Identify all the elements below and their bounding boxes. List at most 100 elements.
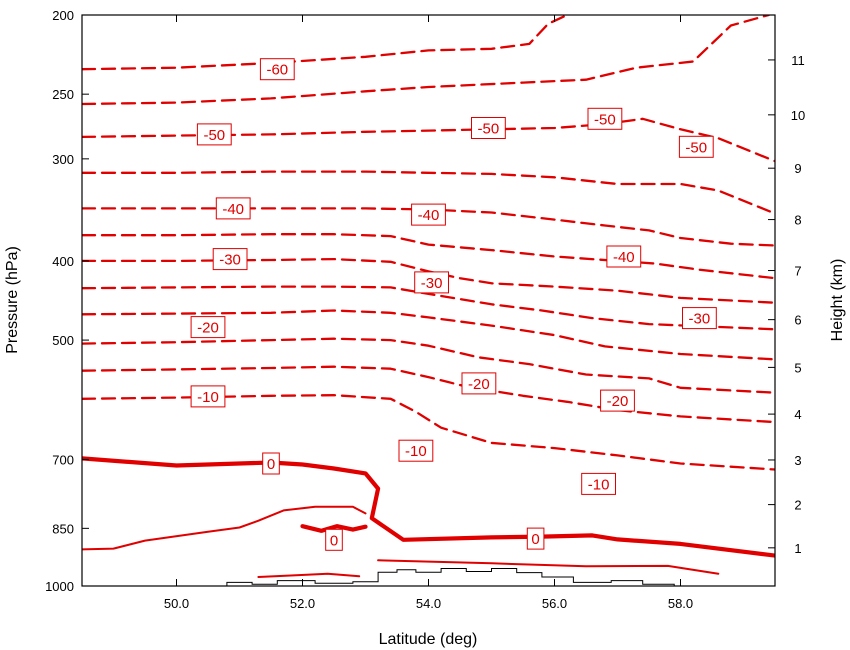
contour-line <box>300 524 368 533</box>
contour-line <box>377 559 720 575</box>
contour-label: -10 <box>190 385 226 408</box>
x-tick-label: 50.0 <box>164 596 189 611</box>
x-axis-ticks: 50.0 52.0 54.0 56.0 58.0 <box>164 15 693 611</box>
contour-label-box <box>471 117 506 139</box>
contour-line <box>82 170 775 215</box>
contour-label-box <box>678 135 714 158</box>
contour-line <box>82 365 775 424</box>
contour-label-box <box>526 527 545 550</box>
contour-label-box <box>414 271 450 294</box>
pressure-tick-label: 850 <box>52 521 74 536</box>
contour-line <box>82 117 775 163</box>
pressure-tick-label: 1000 <box>45 579 74 594</box>
contour-label-box <box>190 316 226 339</box>
contour-label-value: -10 <box>405 443 427 460</box>
height-tick-label: 7 <box>794 264 801 279</box>
pressure-tick-label: 250 <box>52 87 74 102</box>
height-tick-label: 5 <box>794 360 801 375</box>
contour-label-value: -10 <box>588 476 610 493</box>
height-axis-ticks: 1 2 3 4 5 6 7 8 9 10 11 <box>768 53 805 556</box>
pressure-tick-label: 500 <box>52 333 74 348</box>
contour-label-value: 0 <box>531 531 539 548</box>
height-tick-label: 3 <box>794 453 801 468</box>
contour-label: -50 <box>678 135 714 158</box>
contour-label-value: -60 <box>266 62 288 79</box>
contour-label: -40 <box>606 245 642 268</box>
contour-label-box <box>196 123 232 146</box>
contour-label: -30 <box>212 248 248 271</box>
contour-label-value: -10 <box>197 389 219 406</box>
contour-label-value: -40 <box>222 201 244 218</box>
contour-labels: -60 -50 -50 -50 -50 -40 -40 -40 -30 -30 -30 -20 -20 -… <box>190 58 717 551</box>
contour-line <box>82 15 569 71</box>
contour-label: -10 <box>581 472 617 495</box>
contour-label-box <box>398 439 434 462</box>
x-tick-label: 54.0 <box>416 596 441 611</box>
contour-line <box>82 505 367 551</box>
contour-line <box>82 207 775 247</box>
pressure-tick-label: 700 <box>52 452 74 467</box>
height-tick-label: 6 <box>794 313 801 328</box>
plot-frame <box>81 14 776 587</box>
contour-label: -40 <box>411 203 446 226</box>
x-tick-label: 52.0 <box>290 596 315 611</box>
contour-label-value: -20 <box>197 320 219 337</box>
contour-label-box <box>682 307 717 330</box>
contour-label-value: -20 <box>468 376 490 393</box>
contour-line <box>82 337 775 394</box>
contour-label-value: -20 <box>607 393 629 410</box>
contour-label-box <box>581 472 617 495</box>
contour-label: -60 <box>259 58 295 81</box>
pressure-tick-label: 300 <box>52 152 74 167</box>
height-tick-label: 1 <box>794 541 801 556</box>
x-tick-label: 58.0 <box>668 596 693 611</box>
terrain-line <box>226 568 675 586</box>
height-tick-label: 11 <box>791 53 805 68</box>
x-tick-label: 56.0 <box>542 596 567 611</box>
height-tick-label: 10 <box>791 108 805 123</box>
contour-lines <box>82 15 775 578</box>
pressure-axis-ticks: 200 250 300 400 500 700 850 1000 <box>45 8 89 594</box>
contour-label: -40 <box>215 197 251 220</box>
contour-label-box <box>461 372 497 395</box>
contour-label-value: -30 <box>421 275 443 292</box>
terrain-outline <box>226 568 675 586</box>
contour-label: -20 <box>190 316 226 339</box>
pressure-tick-label: 400 <box>52 254 74 269</box>
contour-label-box <box>587 107 623 130</box>
contour-label-box <box>259 58 295 81</box>
contour-label: -50 <box>196 123 232 146</box>
contour-line <box>82 285 775 331</box>
contour-label-value: -50 <box>478 120 500 137</box>
contour-line <box>82 394 775 471</box>
contour-label-box <box>411 203 446 226</box>
contour-label: 0 <box>262 452 280 475</box>
x-axis-title: Latitude (deg) <box>379 631 478 648</box>
pressure-tick-label: 200 <box>52 8 74 23</box>
contour-label-box <box>600 389 635 412</box>
contour-label: 0 <box>325 528 343 551</box>
contour-line <box>257 572 361 578</box>
contour-label-value: -40 <box>613 249 635 266</box>
contour-label: -50 <box>587 107 623 130</box>
contour-line <box>82 233 775 280</box>
contour-label: -10 <box>398 439 434 462</box>
contour-label-value: -50 <box>685 139 707 156</box>
contour-line <box>82 15 770 106</box>
contour-label: -30 <box>414 271 450 294</box>
height-tick-label: 9 <box>794 161 801 176</box>
contour-label-box <box>190 385 226 408</box>
contour-line <box>82 309 775 361</box>
contour-label-box <box>212 248 248 271</box>
height-tick-label: 2 <box>794 498 801 513</box>
contour-label-value: 0 <box>330 532 338 549</box>
contour-label-value: -30 <box>689 311 711 328</box>
contour-label-box <box>325 528 343 551</box>
contour-label-value: -50 <box>203 127 225 144</box>
contour-label: -50 <box>471 117 506 139</box>
left-axis-title: Pressure (hPa) <box>4 246 21 354</box>
contour-label: -20 <box>461 372 497 395</box>
contour-label-value: -30 <box>219 252 241 269</box>
contour-label: -30 <box>682 307 717 330</box>
